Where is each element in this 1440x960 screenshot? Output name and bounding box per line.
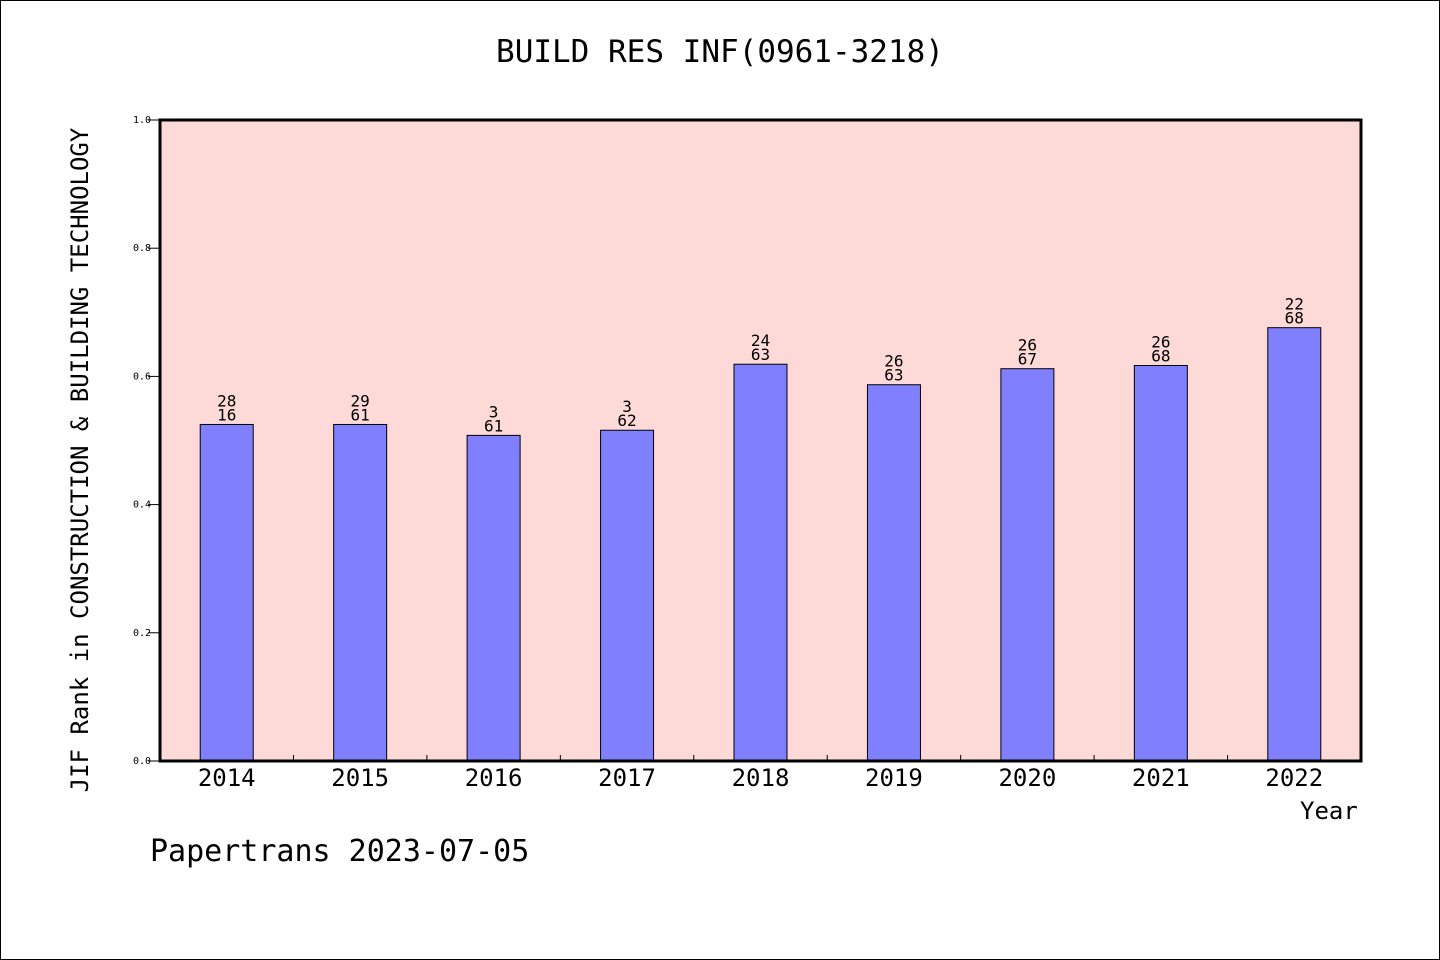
bar-2018: [733, 363, 788, 762]
bar-data-label: 29: [351, 391, 370, 410]
x-tick-label: 2016: [465, 764, 523, 792]
bar-data-label: 3: [622, 397, 632, 416]
x-tick-label: 2018: [732, 764, 790, 792]
bar-2021: [1133, 365, 1188, 762]
x-tick-label: 2015: [331, 764, 389, 792]
bar-data-label: 62: [617, 411, 636, 430]
bar-data-label: 26: [1018, 336, 1037, 355]
x-tick-label: 2022: [1265, 764, 1323, 792]
x-axis-label: Year: [1300, 797, 1358, 825]
bar-data-label: 63: [751, 345, 770, 364]
bar-2019: [866, 384, 921, 762]
y-tick-label: 0.2: [133, 628, 151, 639]
bar-data-label: 26: [1151, 333, 1170, 352]
bar-data-label: 22: [1285, 295, 1304, 314]
bar-data-label: 26: [884, 352, 903, 371]
bar-data-label: 28: [217, 391, 236, 410]
y-tick-label: 0.8: [133, 243, 151, 254]
bar-data-label: 63: [884, 366, 903, 385]
plot-border: [158, 118, 1363, 763]
bar-2014: [199, 423, 254, 762]
bar-data-label: 61: [351, 405, 370, 424]
bar-data-label: 68: [1285, 309, 1304, 328]
x-tick-label: 2020: [998, 764, 1056, 792]
chart-title: BUILD RES INF(0961-3218): [496, 34, 944, 70]
x-tick-label: 2014: [198, 764, 256, 792]
x-tick-label: 2017: [598, 764, 656, 792]
bar-data-label: 67: [1018, 350, 1037, 369]
footer-credit: Papertrans 2023-07-05: [150, 834, 530, 869]
bar-2022: [1267, 327, 1322, 762]
bar-2016: [466, 434, 521, 762]
bar-data-label: 68: [1151, 347, 1170, 366]
y-tick-label: 1.0: [133, 115, 151, 126]
bar-2020: [1000, 368, 1055, 762]
x-tick-label: 2019: [865, 764, 923, 792]
x-tick-label: 2021: [1132, 764, 1190, 792]
bar-data-label: 61: [484, 416, 503, 435]
y-tick-label: 0.6: [133, 371, 151, 382]
bar-2017: [600, 429, 655, 762]
bar-2015: [333, 423, 388, 762]
bar-data-label: 16: [217, 405, 236, 424]
y-tick-label: 0.4: [133, 500, 151, 511]
bar-data-label: 3: [489, 402, 499, 421]
y-tick-label: 0.0: [133, 756, 151, 767]
bar-data-label: 24: [751, 331, 770, 350]
